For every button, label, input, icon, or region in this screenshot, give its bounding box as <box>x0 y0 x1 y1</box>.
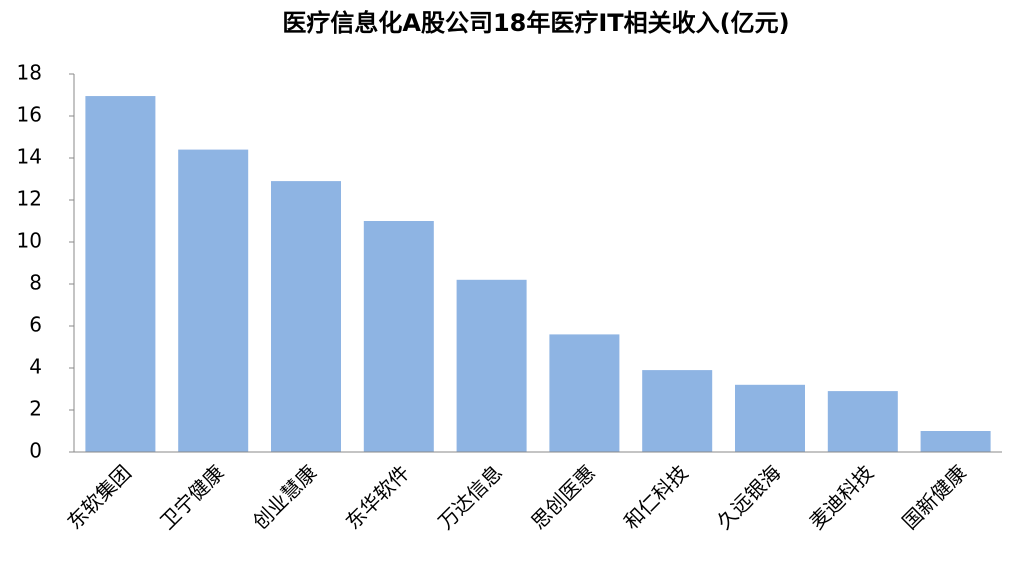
y-tick-label: 14 <box>17 145 42 169</box>
bar <box>456 279 527 452</box>
x-tick-label: 和仁科技 <box>619 460 693 534</box>
bar <box>735 384 805 452</box>
bar <box>549 334 620 452</box>
bar <box>271 181 341 452</box>
y-tick-label: 2 <box>29 397 42 421</box>
y-tick-label: 6 <box>29 313 42 337</box>
x-tick-label: 卫宁健康 <box>155 460 229 534</box>
x-tick-label: 万达信息 <box>433 460 507 534</box>
y-tick-label: 12 <box>17 187 42 211</box>
x-tick-label: 东软集团 <box>62 460 136 534</box>
y-tick-label: 16 <box>17 103 42 127</box>
y-tick-label: 4 <box>29 355 42 379</box>
bar <box>85 96 156 453</box>
chart-title: 医疗信息化A股公司18年医疗IT相关收入(亿元) <box>282 9 789 37</box>
y-tick-label: 0 <box>29 439 42 463</box>
x-tick-label: 思创医惠 <box>526 460 600 534</box>
x-tick-label: 久远银海 <box>712 460 786 534</box>
bar <box>363 221 434 452</box>
x-tick-label: 东华软件 <box>341 460 415 534</box>
x-tick-label: 创业慧康 <box>248 460 322 534</box>
y-tick-label: 18 <box>17 61 42 85</box>
x-tick-label: 麦迪科技 <box>805 460 879 534</box>
bar <box>827 391 898 452</box>
x-tick-label: 国新健康 <box>897 460 971 534</box>
bar <box>920 431 991 452</box>
y-tick-label: 10 <box>17 229 42 253</box>
bar <box>178 149 249 452</box>
bar <box>642 370 713 452</box>
y-tick-label: 8 <box>29 271 42 295</box>
